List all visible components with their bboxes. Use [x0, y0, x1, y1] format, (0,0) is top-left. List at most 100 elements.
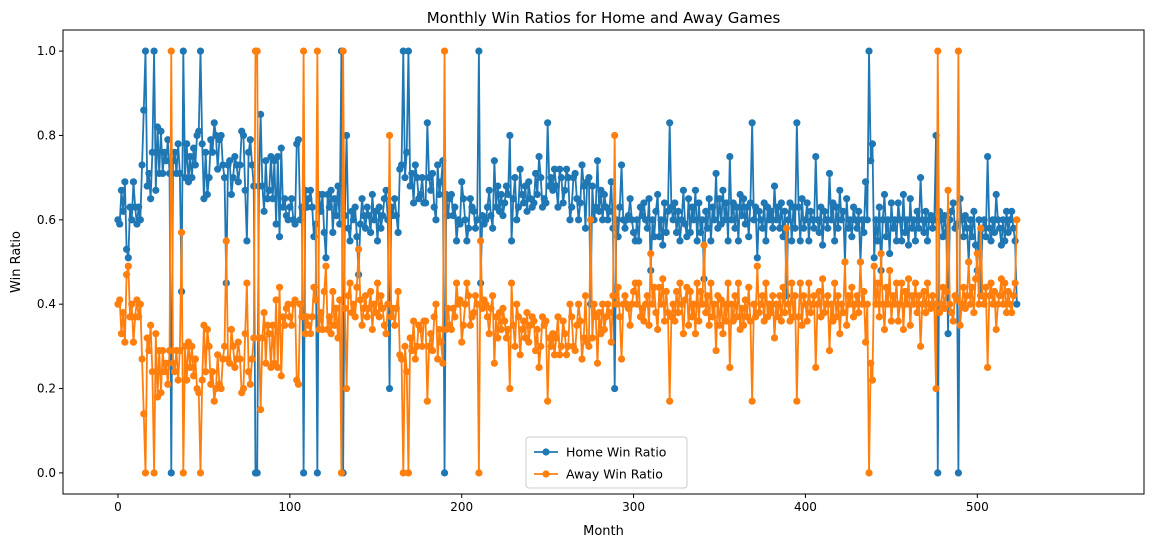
- data-point-home-win-ratio: [745, 233, 753, 241]
- data-point-home-win-ratio: [724, 237, 732, 245]
- ticks-layer: 0 100 200 300 400 500 0.0 0.2 0.4 0.6 0.8 1.0: [37, 44, 989, 514]
- data-point-home-win-ratio: [865, 47, 873, 55]
- data-point-home-win-ratio: [822, 216, 830, 224]
- data-point-away-win-ratio: [671, 317, 679, 325]
- data-point-home-win-ratio: [281, 195, 289, 203]
- data-point-home-win-ratio: [672, 228, 681, 237]
- data-point-away-win-ratio: [169, 359, 177, 367]
- data-point-home-win-ratio: [929, 224, 937, 232]
- data-point-away-win-ratio: [525, 338, 533, 346]
- data-point-away-win-ratio: [727, 300, 736, 308]
- data-point-away-win-ratio: [846, 300, 854, 308]
- data-point-home-win-ratio: [471, 224, 480, 232]
- data-point-home-win-ratio: [595, 207, 603, 215]
- data-point-away-win-ratio: [183, 376, 191, 384]
- data-point-away-win-ratio: [929, 292, 937, 300]
- data-point-home-win-ratio: [715, 195, 724, 203]
- data-point-away-win-ratio: [418, 342, 426, 350]
- data-point-home-win-ratio: [365, 212, 373, 220]
- data-point-away-win-ratio: [611, 131, 619, 140]
- data-point-away-win-ratio: [470, 309, 478, 317]
- data-point-home-win-ratio: [423, 119, 431, 127]
- data-point-home-win-ratio: [794, 203, 803, 211]
- data-point-away-win-ratio: [257, 406, 265, 414]
- data-point-home-win-ratio: [616, 203, 624, 211]
- data-point-away-win-ratio: [1004, 287, 1012, 296]
- data-point-away-win-ratio: [284, 300, 292, 308]
- data-point-home-win-ratio: [825, 169, 834, 178]
- data-point-away-win-ratio: [305, 321, 313, 329]
- data-point-away-win-ratio: [196, 469, 205, 477]
- data-point-home-win-ratio: [117, 186, 126, 194]
- data-point-home-win-ratio: [241, 186, 249, 194]
- data-point-home-win-ratio: [789, 203, 798, 211]
- data-point-home-win-ratio: [308, 203, 316, 211]
- data-point-away-win-ratio: [961, 304, 969, 312]
- data-point-away-win-ratio: [609, 292, 617, 300]
- data-point-home-win-ratio: [800, 224, 808, 232]
- data-point-away-win-ratio: [910, 300, 918, 308]
- data-point-home-win-ratio: [996, 224, 1004, 232]
- data-point-away-win-ratio: [824, 292, 832, 300]
- data-point-home-win-ratio: [629, 228, 638, 237]
- data-point-away-win-ratio: [210, 397, 218, 405]
- data-point-home-win-ratio: [659, 241, 667, 249]
- legend-box: [525, 436, 688, 489]
- data-point-home-win-ratio: [501, 199, 509, 207]
- data-point-away-win-ratio: [124, 262, 132, 270]
- data-point-away-win-ratio: [982, 283, 990, 291]
- data-point-away-win-ratio: [136, 300, 144, 308]
- data-point-away-win-ratio: [487, 304, 495, 312]
- data-point-away-win-ratio: [203, 325, 211, 334]
- data-point-away-win-ratio: [341, 304, 349, 312]
- data-point-away-win-ratio: [999, 300, 1007, 308]
- data-point-home-win-ratio: [681, 220, 689, 228]
- data-point-away-win-ratio: [459, 321, 468, 329]
- data-point-away-win-ratio: [755, 309, 763, 317]
- legend-label-away-win-ratio: Away Win Ratio: [566, 467, 663, 482]
- data-point-home-win-ratio: [824, 224, 832, 232]
- data-point-home-win-ratio: [731, 224, 739, 232]
- data-point-away-win-ratio: [903, 300, 911, 308]
- data-point-home-win-ratio: [532, 169, 540, 178]
- data-point-away-win-ratio: [506, 384, 514, 393]
- data-point-home-win-ratio: [291, 220, 299, 228]
- data-point-away-win-ratio: [707, 279, 715, 287]
- data-point-home-win-ratio: [260, 207, 268, 215]
- data-point-away-win-ratio: [387, 313, 395, 321]
- data-point-home-win-ratio: [640, 199, 648, 207]
- data-point-home-win-ratio: [367, 228, 375, 237]
- data-point-away-win-ratio: [329, 287, 337, 296]
- data-point-home-win-ratio: [257, 110, 265, 118]
- data-point-home-win-ratio: [121, 178, 129, 186]
- data-point-away-win-ratio: [978, 292, 987, 300]
- data-point-away-win-ratio: [587, 216, 595, 224]
- data-point-away-win-ratio: [944, 186, 952, 194]
- data-point-away-win-ratio: [784, 300, 792, 308]
- data-point-away-win-ratio: [262, 359, 270, 367]
- data-point-away-win-ratio: [831, 279, 839, 287]
- data-point-away-win-ratio: [1013, 216, 1021, 224]
- data-point-home-win-ratio: [903, 216, 911, 224]
- data-point-home-win-ratio: [695, 199, 703, 207]
- data-point-away-win-ratio: [947, 309, 956, 317]
- data-point-home-win-ratio: [733, 203, 741, 211]
- data-point-away-win-ratio: [406, 334, 414, 342]
- data-point-home-win-ratio: [408, 169, 416, 178]
- data-point-away-win-ratio: [253, 47, 261, 55]
- data-point-away-win-ratio: [659, 275, 667, 283]
- data-point-away-win-ratio: [837, 300, 846, 308]
- data-point-home-win-ratio: [867, 157, 875, 165]
- x-tick-label: 300: [622, 500, 645, 514]
- data-point-away-win-ratio: [690, 300, 698, 308]
- data-point-away-win-ratio: [748, 397, 756, 405]
- data-point-home-win-ratio: [451, 203, 459, 211]
- y-tick-label: 0.0: [37, 466, 56, 480]
- data-point-home-win-ratio: [124, 254, 132, 262]
- series-home-win-ratio: [114, 47, 1021, 477]
- data-point-home-win-ratio: [284, 216, 292, 224]
- data-point-home-win-ratio: [167, 469, 175, 477]
- data-point-away-win-ratio: [745, 283, 753, 291]
- data-point-away-win-ratio: [318, 325, 327, 334]
- data-point-away-win-ratio: [865, 469, 873, 477]
